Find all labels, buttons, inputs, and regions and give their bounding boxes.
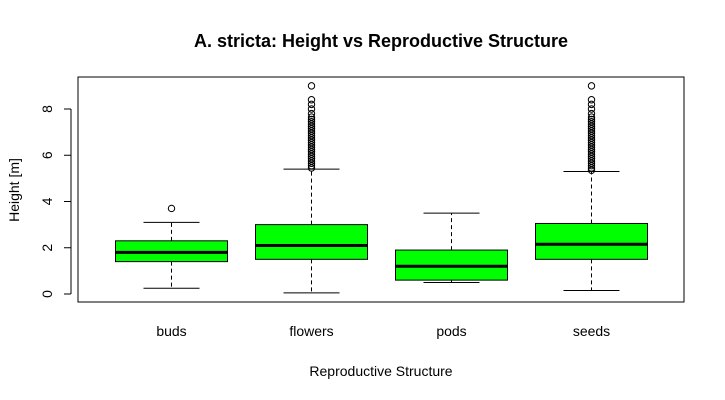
chart-title: A. stricta: Height vs Reproductive Struc… — [194, 31, 568, 51]
outlier-point — [587, 164, 596, 172]
outlier-point — [167, 204, 176, 213]
outlier-point — [307, 82, 316, 90]
x-tick-label: buds — [156, 323, 186, 339]
boxes — [115, 82, 648, 294]
outlier-point — [307, 143, 316, 151]
outlier-point — [587, 127, 596, 135]
outlier-point — [587, 96, 596, 104]
outlier-point — [587, 134, 596, 142]
outlier-point — [307, 164, 316, 172]
outlier-point — [307, 141, 316, 149]
box-buds — [115, 204, 228, 289]
x-tick-label: seeds — [573, 323, 610, 339]
outlier-point — [307, 145, 316, 154]
y-tick-label: 4 — [39, 197, 55, 205]
outlier-point — [307, 113, 316, 121]
outlier-point — [307, 134, 316, 142]
iqr-box — [535, 222, 648, 260]
x-tick-label: flowers — [289, 323, 333, 339]
outlier-point — [307, 152, 316, 161]
outlier-point — [307, 118, 316, 126]
outlier-point — [307, 100, 316, 109]
outlier-point — [587, 124, 596, 133]
outlier-point — [307, 161, 316, 170]
outlier-point — [307, 105, 316, 113]
plot-frame — [77, 76, 685, 303]
outlier-point — [587, 113, 596, 121]
outlier-point — [307, 96, 316, 104]
outlier-point — [307, 131, 316, 140]
outlier-point — [587, 100, 596, 109]
outlier-point — [587, 159, 596, 168]
outlier-point — [307, 157, 316, 165]
outlier-point — [587, 109, 596, 118]
outlier-point — [307, 122, 316, 131]
outlier-point — [587, 145, 596, 154]
outlier-point — [307, 127, 316, 135]
outlier-point — [587, 129, 596, 137]
outlier-point — [307, 129, 316, 137]
outlier-point — [587, 157, 596, 165]
outlier-point — [587, 131, 596, 140]
iqr-box — [255, 224, 368, 260]
outlier-point — [307, 148, 316, 156]
y-tick-label: 0 — [39, 290, 55, 298]
outlier-point — [307, 120, 316, 128]
outlier-point — [307, 155, 316, 163]
outlier-point — [587, 141, 596, 149]
outlier-point — [587, 136, 596, 144]
outlier-point — [587, 148, 596, 156]
outlier-point — [307, 159, 316, 168]
x-axis: buds flowers pods seeds — [156, 323, 610, 339]
outlier-point — [587, 118, 596, 126]
box-seeds — [535, 82, 648, 292]
box-flowers — [255, 82, 368, 294]
outlier-point — [587, 150, 596, 158]
outlier-point — [587, 143, 596, 151]
outlier-point — [307, 115, 316, 124]
y-axis-label: Height [m] — [6, 158, 22, 222]
outlier-point — [587, 152, 596, 161]
outlier-point — [307, 138, 316, 147]
outlier-point — [307, 109, 316, 118]
y-axis: 0 2 4 6 8 — [39, 105, 72, 298]
outlier-point — [587, 155, 596, 163]
y-tick-label: 8 — [39, 105, 55, 113]
outlier-point — [587, 161, 596, 170]
x-axis-label: Reproductive Structure — [309, 363, 452, 379]
outlier-point — [587, 82, 596, 90]
outlier-point — [587, 138, 596, 147]
outlier-point — [587, 122, 596, 131]
y-tick-label: 2 — [39, 244, 55, 252]
outlier-point — [587, 115, 596, 124]
x-tick-label: pods — [436, 323, 466, 339]
outlier-point — [587, 105, 596, 113]
outlier-point — [307, 150, 316, 158]
box-pods — [395, 212, 508, 283]
outlier-point — [307, 124, 316, 133]
y-tick-label: 6 — [39, 151, 55, 159]
outlier-point — [307, 136, 316, 144]
outlier-point — [587, 166, 596, 174]
outlier-point — [587, 120, 596, 128]
